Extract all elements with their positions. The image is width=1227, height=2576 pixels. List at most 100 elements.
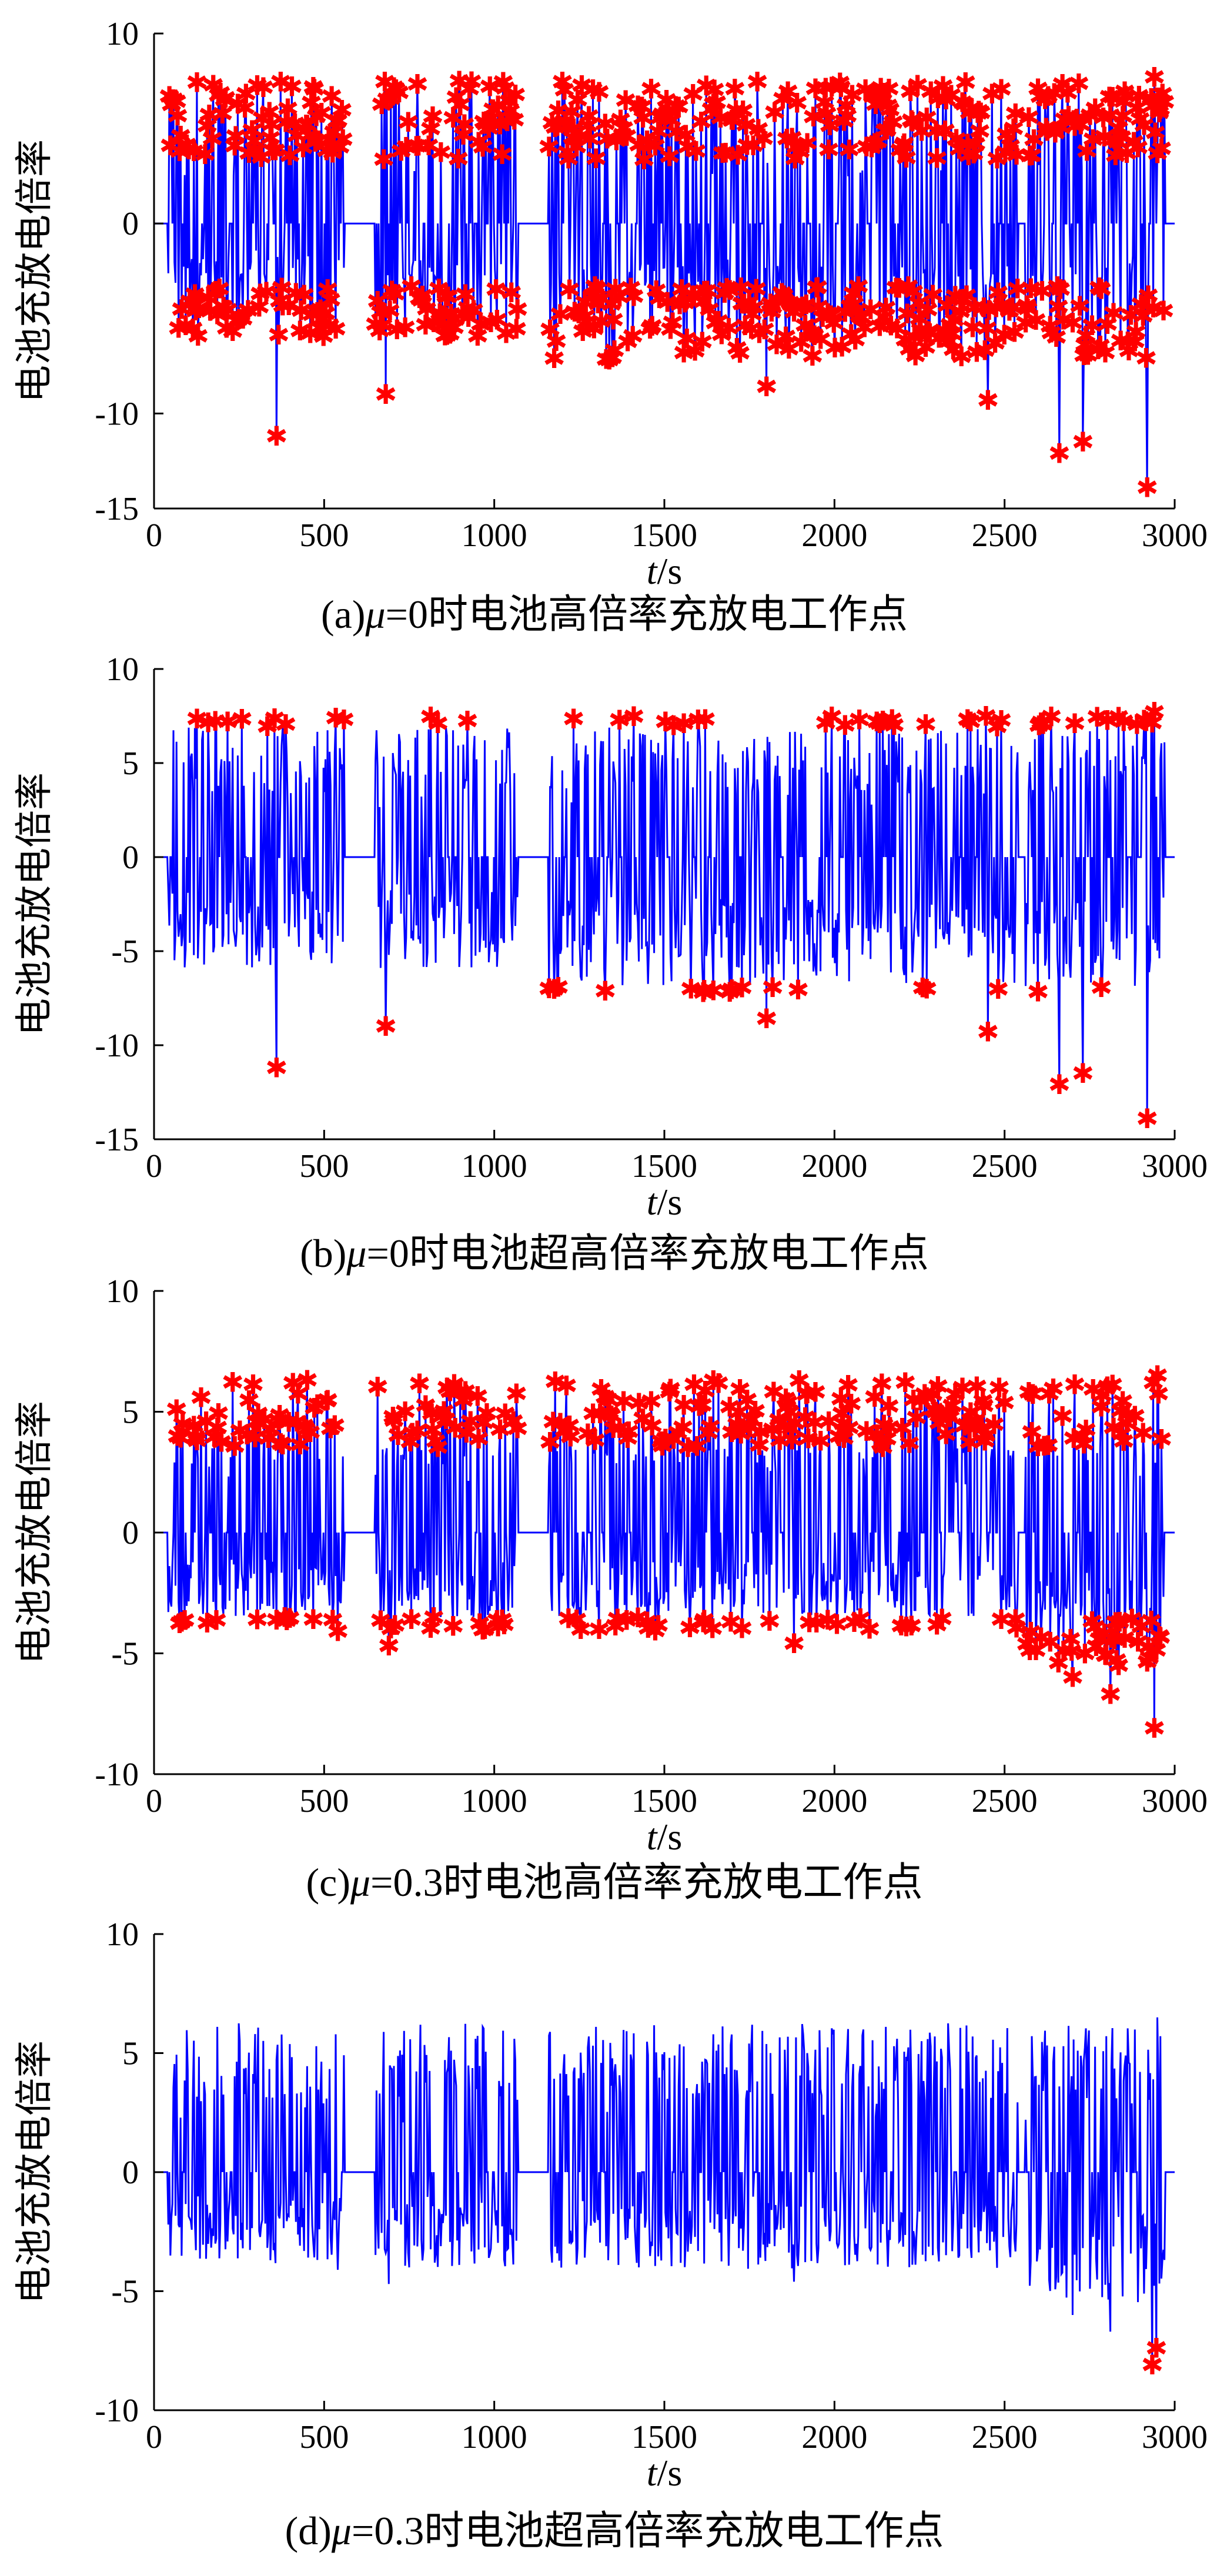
operating-point-marker: ✱ — [778, 333, 801, 365]
operating-point-marker: ✱ — [235, 78, 258, 110]
x-tick-label: 3000 — [1142, 1148, 1208, 1185]
operating-point-marker: ✱ — [182, 136, 205, 168]
operating-point-marker: ✱ — [774, 321, 797, 353]
operating-point-marker: ✱ — [302, 71, 325, 103]
operating-point-marker: ✱ — [303, 73, 326, 105]
operating-point-marker: ✱ — [794, 309, 817, 341]
operating-point-marker: ✱ — [587, 288, 610, 320]
operating-point-marker: ✱ — [690, 106, 713, 138]
x-tick-label: 1000 — [462, 1148, 527, 1185]
y-tick-label: 5 — [122, 1394, 139, 1431]
operating-point-marker: ✱ — [380, 275, 403, 307]
operating-point-marker: ✱ — [752, 123, 775, 155]
operating-point-marker: ✱ — [251, 102, 274, 134]
operating-point-marker: ✱ — [506, 1413, 529, 1445]
operating-point-marker: ✱ — [673, 287, 696, 319]
operating-point-marker: ✱ — [372, 143, 395, 175]
operating-point-marker: ✱ — [422, 307, 445, 339]
operating-point-marker: ✱ — [311, 303, 334, 335]
operating-point-marker: ✱ — [188, 293, 210, 324]
operating-point-marker: ✱ — [472, 106, 495, 138]
operating-point-marker: ✱ — [727, 139, 750, 171]
operating-point-marker: ✱ — [661, 307, 684, 339]
operating-point-marker: ✱ — [249, 278, 272, 310]
operating-point-marker: ✱ — [735, 130, 758, 162]
operating-point-marker: ✱ — [417, 130, 440, 162]
x-tick-label: 1000 — [462, 2419, 527, 2455]
operating-point-marker: ✱ — [716, 273, 738, 305]
operating-point-marker: ✱ — [631, 91, 654, 123]
operating-point-marker: ✱ — [598, 344, 621, 376]
operating-point-marker: ✱ — [317, 125, 340, 156]
operating-point-marker: ✱ — [299, 318, 322, 350]
x-axis-label: t/s — [647, 1816, 682, 1858]
operating-point-marker: ✱ — [283, 108, 306, 140]
operating-point-marker: ✱ — [785, 87, 808, 119]
x-axis-unit: /s — [657, 1816, 683, 1858]
x-tick-label: 2000 — [801, 1783, 867, 1819]
operating-point-marker: ✱ — [1147, 1378, 1170, 1410]
operating-point-marker: ✱ — [658, 140, 681, 172]
operating-point-marker: ✱ — [563, 296, 586, 328]
operating-point-marker: ✱ — [651, 99, 674, 131]
operating-point-marker: ✱ — [692, 286, 715, 317]
operating-point-marker: ✱ — [310, 98, 333, 129]
operating-point-marker: ✱ — [270, 272, 293, 304]
operating-point-marker: ✱ — [685, 135, 708, 167]
operating-point-marker: ✱ — [677, 131, 700, 163]
operating-point-marker: ✱ — [602, 304, 625, 336]
x-axis-label: t/s — [647, 2452, 682, 2494]
operating-point-marker: ✱ — [397, 106, 420, 138]
operating-point-marker: ✱ — [265, 420, 288, 452]
operating-point-marker: ✱ — [215, 313, 238, 344]
operating-point-marker: ✱ — [495, 318, 518, 350]
operating-point-marker: ✱ — [561, 122, 584, 153]
operating-point-marker: ✱ — [445, 82, 468, 113]
operating-point-marker: ✱ — [472, 132, 494, 163]
x-tick-label: 1500 — [631, 1148, 697, 1185]
operating-point-marker: ✱ — [748, 318, 771, 350]
operating-point-marker: ✱ — [394, 312, 417, 344]
operating-point-marker: ✱ — [169, 121, 192, 152]
operating-point-marker: ✱ — [487, 90, 510, 122]
operating-point-marker: ✱ — [225, 305, 248, 337]
operating-point-marker: ✱ — [480, 102, 503, 134]
operating-point-marker: ✱ — [211, 98, 234, 130]
x-tick-label: 3000 — [1142, 517, 1208, 554]
operating-point-marker: ✱ — [835, 101, 858, 132]
operating-point-marker: ✱ — [763, 96, 786, 128]
operating-point-marker: ✱ — [647, 1610, 670, 1641]
operating-point-marker: ✱ — [814, 72, 837, 104]
operating-point-marker: ✱ — [419, 113, 442, 145]
operating-point-marker: ✱ — [758, 1605, 781, 1637]
operating-point-marker: ✱ — [557, 143, 580, 175]
operating-point-marker: ✱ — [323, 1410, 346, 1441]
operating-point-marker: ✱ — [449, 89, 472, 121]
operating-point-marker: ✱ — [734, 310, 757, 342]
y-tick-label: 0 — [122, 206, 139, 242]
operating-point-marker: ✱ — [308, 312, 331, 344]
operating-point-marker: ✱ — [746, 66, 769, 98]
operating-point-marker: ✱ — [314, 297, 337, 329]
operating-point-marker: ✱ — [666, 116, 688, 148]
operating-point-marker: ✱ — [670, 274, 693, 306]
operating-point-marker: ✱ — [320, 81, 343, 112]
y-tick-label: -10 — [95, 1757, 139, 1793]
operating-point-marker: ✱ — [366, 285, 389, 317]
operating-point-marker: ✱ — [456, 292, 479, 324]
operating-point-marker: ✱ — [594, 108, 617, 140]
operating-point-marker: ✱ — [484, 274, 507, 306]
operating-point-marker: ✱ — [724, 95, 747, 126]
operating-point-marker: ✱ — [275, 106, 297, 138]
operating-point-marker: ✱ — [439, 319, 462, 350]
caption-rest: =0.3时电池高倍率充放电工作点 — [370, 1860, 922, 1905]
operating-point-marker: ✱ — [714, 138, 737, 169]
y-tick-label: 10 — [106, 1916, 139, 1953]
operating-point-marker: ✱ — [216, 295, 239, 326]
y-tick-label: -15 — [95, 491, 139, 527]
operating-point-marker: ✱ — [1099, 1678, 1122, 1710]
operating-point-marker: ✱ — [186, 320, 209, 352]
operating-point-marker: ✱ — [232, 303, 255, 335]
operating-point-marker: ✱ — [293, 279, 316, 311]
